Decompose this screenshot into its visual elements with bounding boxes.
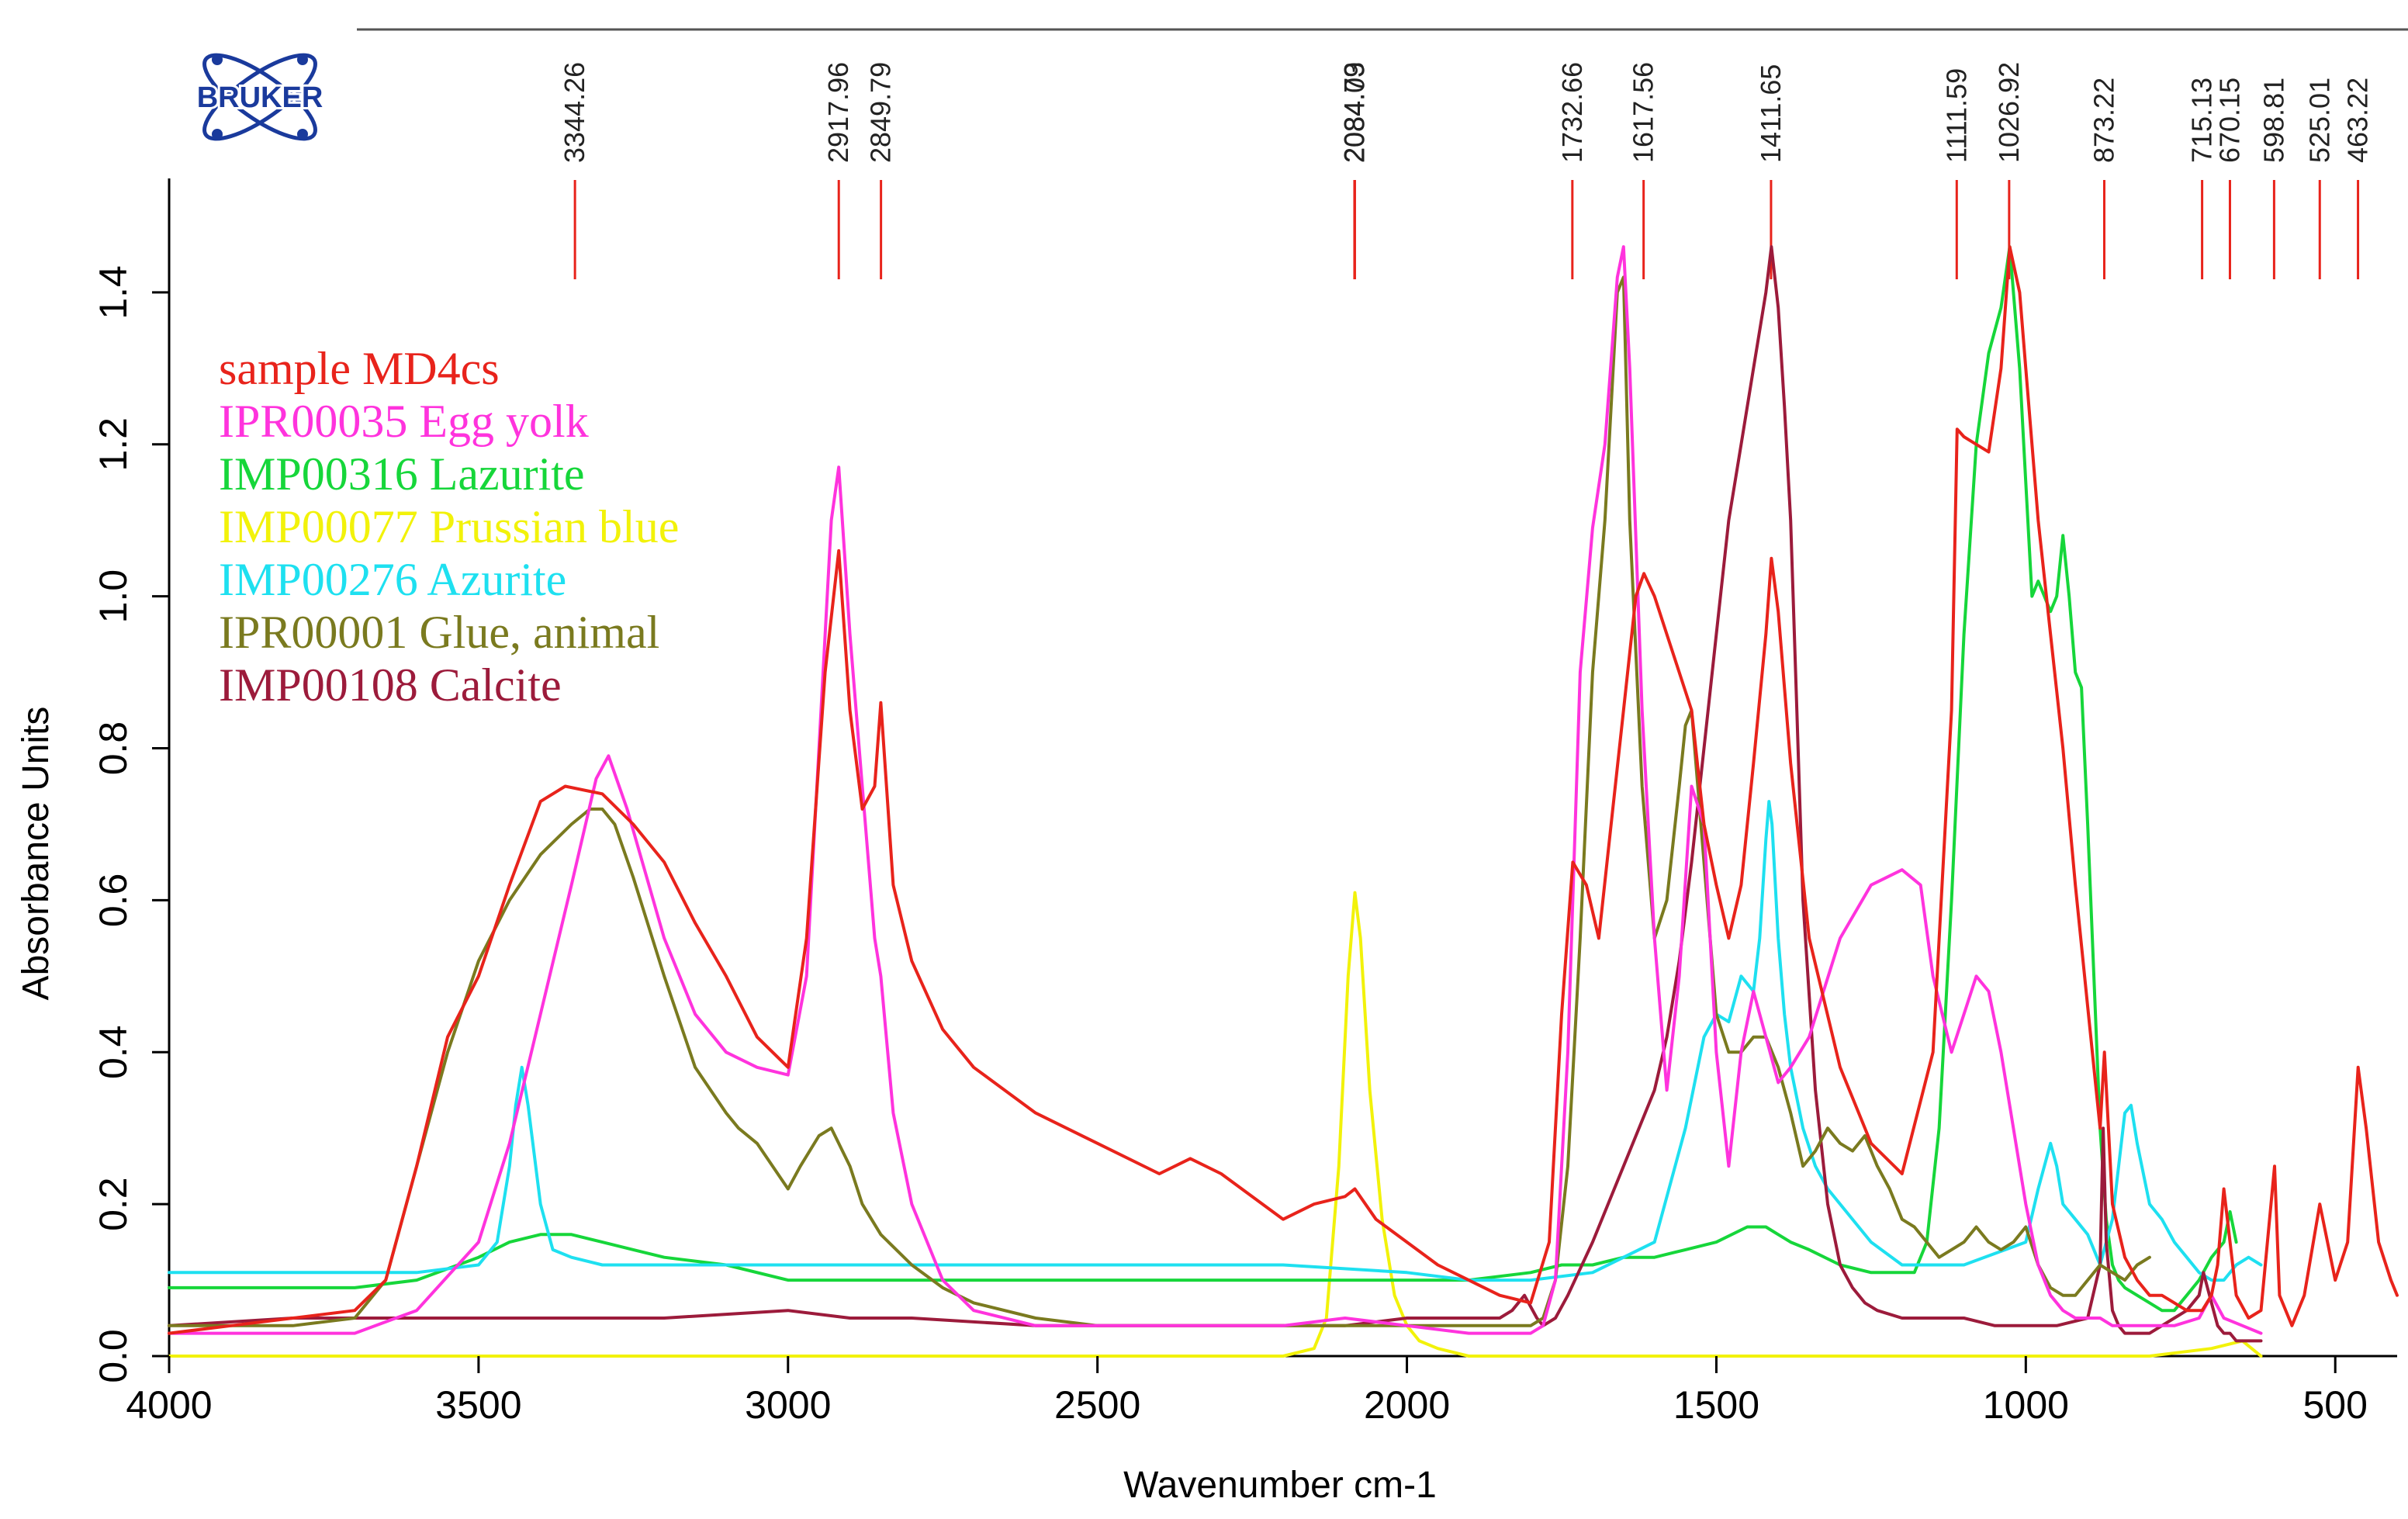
- peak-marker-label: 525.01: [2303, 78, 2335, 163]
- peak-marker-label: 1732.66: [1556, 62, 1588, 163]
- peak-marker-label: 1111.59: [1940, 68, 1972, 163]
- peak-marker-label: 1411.65: [1755, 64, 1787, 163]
- y-tick-label: 1.0: [92, 569, 135, 624]
- x-tick-label: 500: [2303, 1383, 2368, 1427]
- x-tick-label: 2000: [1364, 1383, 1450, 1427]
- peak-marker-label: 2084.73: [1338, 62, 1370, 163]
- peak-marker-label: 873.22: [2088, 78, 2119, 163]
- y-tick-label: 1.4: [92, 265, 135, 320]
- legend-entry: IPR00001 Glue, animal: [219, 607, 659, 658]
- x-axis-title: Wavenumber cm-1: [1123, 1465, 1437, 1506]
- y-axis-title: Absorbance Units: [16, 707, 57, 1001]
- peak-marker-label: 1026.92: [1993, 62, 2025, 163]
- peak-marker-label: 2917.96: [822, 62, 854, 163]
- legend-entry: IMP00077 Prussian blue: [219, 501, 679, 552]
- x-tick-label: 3500: [435, 1383, 521, 1427]
- series-lines: [168, 245, 2399, 1358]
- x-tick-label: 3000: [745, 1383, 831, 1427]
- y-axis-ticks: 0.0 0.2 0.4 0.6 0.8 1.0 1.2 1.4: [92, 265, 169, 1383]
- peak-marker-label: 2084.09: [1338, 62, 1370, 163]
- legend-entry: IMP00276 Azurite: [219, 554, 566, 605]
- peak-marker-label: 715.13: [2186, 78, 2218, 163]
- y-tick-label: 0.4: [92, 1026, 135, 1080]
- x-tick-label: 2500: [1054, 1383, 1140, 1427]
- x-tick-label: 4000: [126, 1383, 212, 1427]
- x-axis-ticks: 4000 3500 3000 2500 2000 1500 1000 500: [126, 1356, 2368, 1427]
- peak-marker-label: 1617.56: [1628, 62, 1659, 163]
- bruker-logo-text: BRUKER: [197, 81, 323, 114]
- legend-entry: IMP00108 Calcite: [219, 659, 562, 711]
- y-tick-label: 0.0: [92, 1329, 135, 1383]
- peak-marker-label: 598.81: [2258, 78, 2289, 163]
- legend-entry: IPR00035 Egg yolk: [219, 396, 589, 447]
- peak-marker-label: 2849.79: [865, 62, 897, 163]
- series-line-7: [168, 245, 2263, 1343]
- series-line-2: [168, 245, 2263, 1335]
- bruker-logo: BRUKER: [195, 53, 325, 141]
- series-line-1: [168, 245, 2399, 1335]
- y-tick-label: 1.2: [92, 417, 135, 472]
- peak-marker-label: 670.15: [2213, 78, 2245, 163]
- y-tick-label: 0.6: [92, 874, 135, 928]
- x-tick-label: 1000: [1983, 1383, 2069, 1427]
- series-line-5: [168, 800, 2263, 1282]
- peak-marker-label: 3344.26: [559, 62, 590, 163]
- x-tick-label: 1500: [1673, 1383, 1759, 1427]
- legend-entry: sample MD4cs: [219, 343, 500, 394]
- series-line-4: [168, 891, 2263, 1358]
- y-tick-label: 0.2: [92, 1177, 135, 1231]
- y-tick-label: 0.8: [92, 721, 135, 776]
- peak-marker-label: 463.22: [2342, 78, 2374, 163]
- legend-entry: IMP00316 Lazurite: [219, 448, 585, 500]
